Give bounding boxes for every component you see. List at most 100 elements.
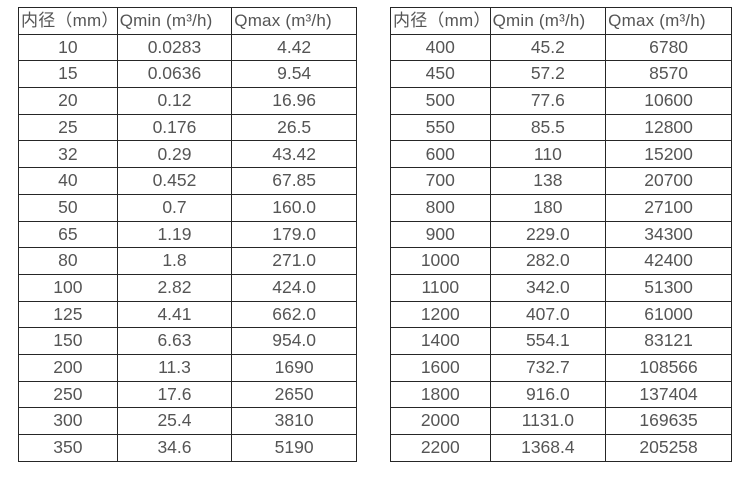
table-row: 800 180 27100	[390, 193, 732, 222]
data-cell: 4.42	[231, 33, 357, 62]
data-cell: 15	[18, 60, 118, 89]
data-cell: 17.6	[116, 380, 233, 409]
data-cell: 6.63	[116, 327, 233, 355]
data-cell: 271.0	[231, 247, 357, 275]
data-cell: 32	[18, 140, 118, 169]
table-row: 550 85.5 12800	[390, 113, 732, 142]
data-cell: 205258	[605, 434, 732, 462]
table-row: 450 57.2 8570	[390, 60, 732, 89]
data-cell: 282.0	[489, 247, 607, 275]
table-row: 25 0.176 26.5	[18, 113, 357, 142]
table-row: 700 138 20700	[390, 167, 732, 195]
table-row: 350 34.6 5190	[18, 434, 357, 462]
data-cell: 1690	[231, 353, 357, 382]
data-cell: 250	[18, 380, 118, 409]
data-cell: 51300	[605, 273, 732, 302]
data-cell: 500	[390, 87, 491, 115]
data-cell: 137404	[605, 380, 732, 409]
data-cell: 300	[18, 407, 118, 435]
data-cell: 43.42	[231, 140, 357, 169]
data-cell: 2650	[231, 380, 357, 409]
data-cell: 25	[18, 113, 118, 142]
data-cell: 40	[18, 167, 118, 195]
data-cell: 550	[390, 113, 491, 142]
data-cell: 450	[390, 60, 491, 89]
data-cell: 9.54	[231, 60, 357, 89]
data-cell: 20	[18, 87, 118, 115]
data-cell: 916.0	[489, 380, 607, 409]
table-row: 1400 554.1 83121	[390, 327, 732, 355]
data-cell: 1000	[390, 247, 491, 275]
data-cell: 1100	[390, 273, 491, 302]
table-row: 1200 407.0 61000	[390, 300, 732, 329]
data-cell: 26.5	[231, 113, 357, 142]
data-cell: 6780	[605, 33, 732, 62]
data-cell: 180	[489, 193, 607, 222]
table-row: 50 0.7 160.0	[18, 193, 357, 222]
data-cell: 800	[390, 193, 491, 222]
table-row: 20 0.12 16.96	[18, 87, 357, 115]
data-cell: 20700	[605, 167, 732, 195]
table-row: 80 1.8 271.0	[18, 247, 357, 275]
data-cell: 179.0	[231, 220, 357, 249]
data-cell: 732.7	[489, 353, 607, 382]
data-cell: 2.82	[116, 273, 233, 302]
data-cell: 25.4	[116, 407, 233, 435]
table-row: 10 0.0283 4.42	[18, 33, 357, 62]
data-cell: 1200	[390, 300, 491, 329]
table-row: 600 110 15200	[390, 140, 732, 169]
data-cell: 100	[18, 273, 118, 302]
data-cell: 61000	[605, 300, 732, 329]
data-cell: 27100	[605, 193, 732, 222]
table-row: 500 77.6 10600	[390, 87, 732, 115]
table-row: 300 25.4 3810	[18, 407, 357, 435]
data-cell: 400	[390, 33, 491, 62]
table-row: 900 229.0 34300	[390, 220, 732, 249]
data-cell: 34300	[605, 220, 732, 249]
table-row: 15 0.0636 9.54	[18, 60, 357, 89]
data-cell: 0.12	[116, 87, 233, 115]
table-row: 1800 916.0 137404	[390, 380, 732, 409]
data-cell: 67.85	[231, 167, 357, 195]
table-row: 1600 732.7 108566	[390, 353, 732, 382]
header-cell: 内径（mm）	[390, 7, 491, 35]
data-cell: 16.96	[231, 87, 357, 115]
data-cell: 1600	[390, 353, 491, 382]
data-cell: 342.0	[489, 273, 607, 302]
spec-table-small-diameters: 内径（mm） Qmin (m³/h) Qmax (m³/h) 10 0.0283 4.4…	[18, 7, 357, 462]
data-cell: 2000	[390, 407, 491, 435]
header-cell: Qmin (m³/h)	[489, 7, 607, 35]
data-cell: 900	[390, 220, 491, 249]
data-cell: 2200	[390, 434, 491, 462]
data-cell: 662.0	[231, 300, 357, 329]
data-cell: 0.7	[116, 193, 233, 222]
table-header-row: 内径（mm） Qmin (m³/h) Qmax (m³/h)	[18, 7, 357, 35]
data-cell: 1131.0	[489, 407, 607, 435]
data-cell: 0.0636	[116, 60, 233, 89]
data-cell: 15200	[605, 140, 732, 169]
header-cell: Qmax (m³/h)	[605, 7, 732, 35]
table-row: 250 17.6 2650	[18, 380, 357, 409]
data-cell: 1.19	[116, 220, 233, 249]
header-cell: 内径（mm）	[18, 7, 118, 35]
data-cell: 65	[18, 220, 118, 249]
spec-table-large-diameters: 内径（mm） Qmin (m³/h) Qmax (m³/h) 400 45.2 6780…	[390, 7, 732, 462]
data-cell: 12800	[605, 113, 732, 142]
data-cell: 83121	[605, 327, 732, 355]
data-cell: 10	[18, 33, 118, 62]
data-cell: 108566	[605, 353, 732, 382]
data-cell: 407.0	[489, 300, 607, 329]
data-cell: 3810	[231, 407, 357, 435]
data-cell: 45.2	[489, 33, 607, 62]
data-cell: 0.176	[116, 113, 233, 142]
table-row: 1000 282.0 42400	[390, 247, 732, 275]
header-cell: Qmin (m³/h)	[116, 7, 233, 35]
data-cell: 77.6	[489, 87, 607, 115]
table-body: 400 45.2 6780 450 57.2 8570 500 77.6 10600 550 85.…	[390, 33, 732, 462]
table-row: 65 1.19 179.0	[18, 220, 357, 249]
data-cell: 80	[18, 247, 118, 275]
table-row: 100 2.82 424.0	[18, 273, 357, 302]
table-row: 2000 1131.0 169635	[390, 407, 732, 435]
table-row: 内径（mm） Qmin (m³/h) Qmax (m³/h)	[390, 7, 732, 35]
